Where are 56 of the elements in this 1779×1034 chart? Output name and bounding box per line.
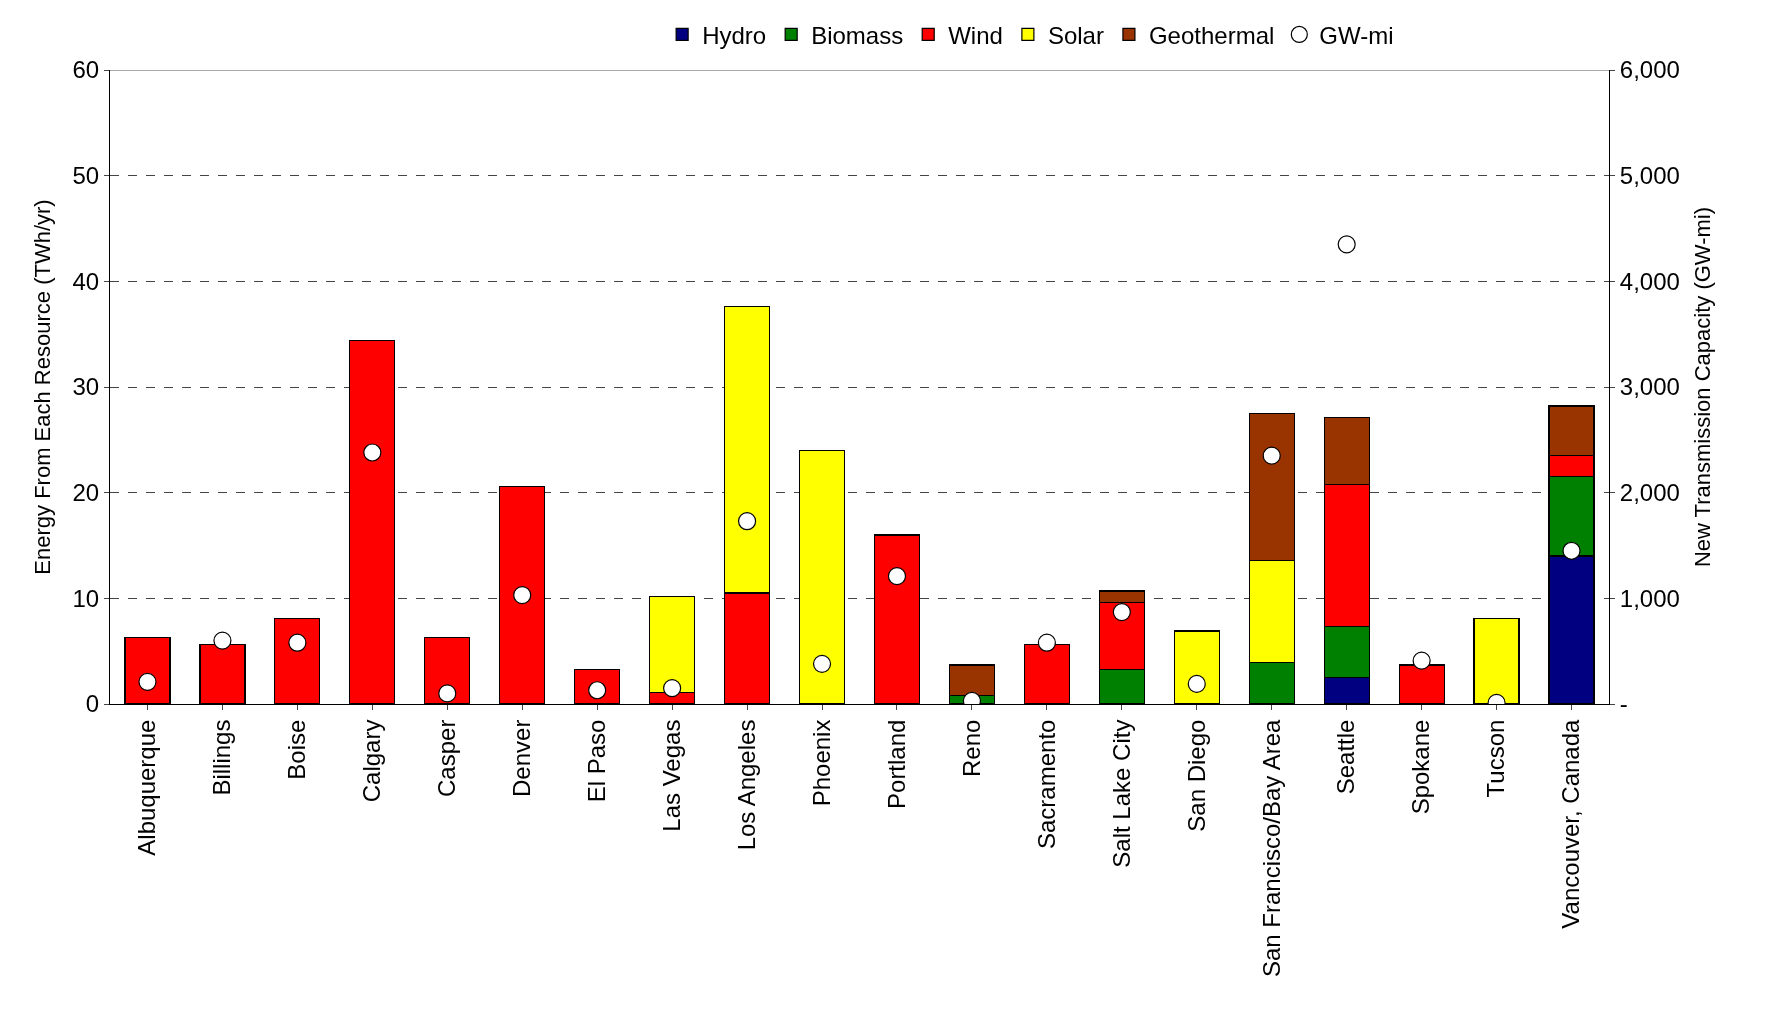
legend-label: Hydro: [702, 21, 767, 49]
y-tick-label: 50: [72, 162, 100, 190]
legend-label: Biomass: [811, 21, 904, 49]
point: [363, 443, 382, 462]
y2-tick-label: 3,000: [1619, 373, 1680, 401]
point: [1562, 541, 1581, 560]
y-tick-label: 30: [72, 373, 100, 401]
x-tick-label: Reno: [957, 719, 985, 777]
y2-tick-label: 2,000: [1619, 479, 1680, 507]
x-tick-label: Casper: [433, 719, 461, 797]
point: [887, 567, 907, 586]
point: [1112, 602, 1131, 622]
point: [438, 684, 457, 703]
legend-label: Wind: [948, 21, 1003, 49]
point: [737, 512, 757, 531]
x-tick-label: Calgary: [358, 719, 386, 803]
x-tick-label: Sacramento: [1032, 719, 1060, 850]
y-axis-title: Energy From Each Resource (TWh/yr): [30, 199, 56, 575]
y2-tick-label: -: [1619, 690, 1628, 718]
x-tick-label: Las Vegas: [657, 719, 685, 832]
point: [288, 633, 307, 652]
y-tick-label: 60: [72, 56, 100, 84]
y-tick-label: 20: [72, 479, 100, 507]
point: [1187, 674, 1206, 694]
x-tick-label: Albuquerque: [133, 719, 161, 856]
point: [1037, 633, 1056, 652]
y-tick-label: 0: [85, 690, 100, 718]
x-tick-label: Seattle: [1332, 719, 1360, 795]
y-tick-label: 10: [72, 584, 100, 612]
y2-tick-label: 5,000: [1619, 162, 1680, 190]
x-tick-label: San Francisco/Bay Area: [1257, 718, 1285, 978]
y2-axis-title: New Transmission Capacity (GW-mi): [1689, 206, 1715, 568]
point: [663, 679, 682, 698]
x-tick-label: Phoenix: [807, 719, 835, 807]
x-tick-label: Portland: [882, 719, 910, 809]
x-tick-label: Tucson: [1482, 719, 1510, 798]
x-tick-label: Boise: [283, 719, 311, 780]
y2-tick-label: 1,000: [1619, 584, 1680, 612]
x-tick-label: Los Angeles: [732, 719, 760, 851]
point: [1262, 446, 1281, 465]
x-tick-label: San Diego: [1182, 719, 1210, 832]
x-tick-label: El Paso: [582, 719, 610, 803]
y2-tick-label: 6,000: [1619, 56, 1680, 84]
x-tick-label: Denver: [508, 719, 536, 797]
point: [138, 672, 157, 691]
x-tick-label: Billings: [208, 719, 236, 796]
y2-tick-label: 4,000: [1619, 267, 1680, 295]
x-tick-label: Salt Lake City: [1107, 719, 1135, 868]
legend-label: GW-mi: [1319, 21, 1394, 49]
point: [513, 586, 532, 605]
point: [812, 654, 832, 673]
legend-label: Solar: [1047, 21, 1104, 49]
legend-label: Geothermal: [1148, 21, 1275, 49]
x-tick-label: Vancouver, Canada: [1557, 718, 1585, 929]
x-tick-label: Spokane: [1407, 719, 1435, 815]
y-tick-label: 40: [72, 267, 100, 295]
